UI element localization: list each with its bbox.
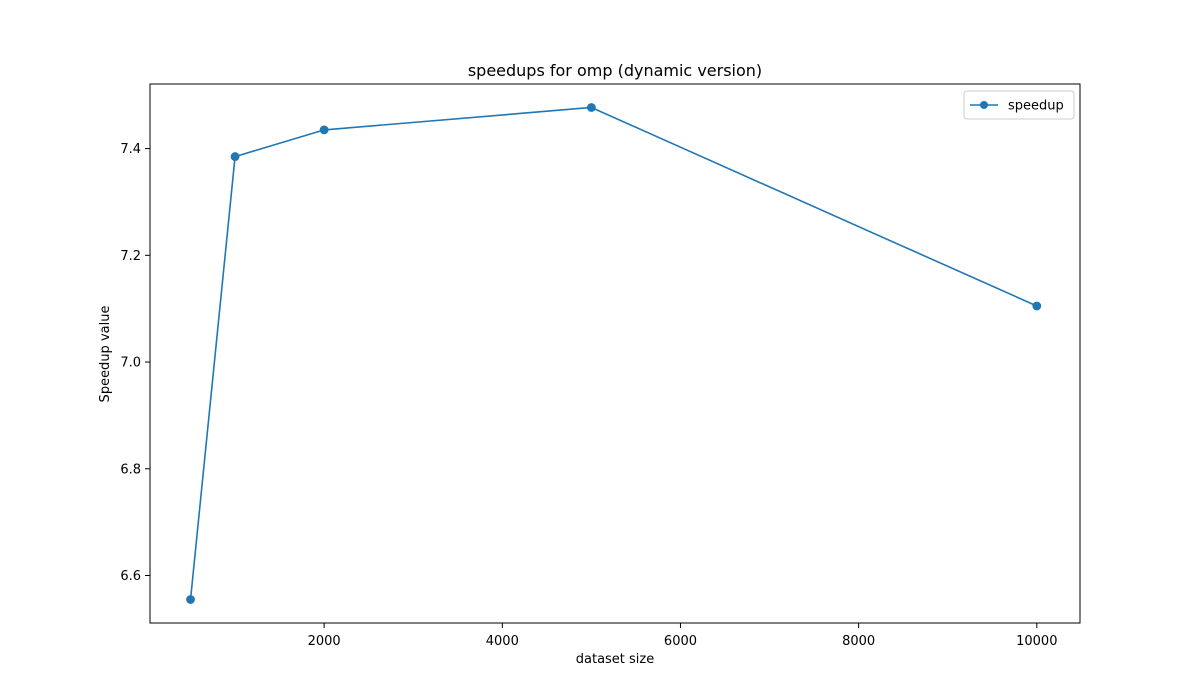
data-point (1032, 301, 1042, 311)
x-tick-label: 4000 (486, 634, 519, 649)
data-point (230, 152, 240, 161)
x-axis-ticks: 2000 4000 6000 8000 10000 (308, 623, 1057, 649)
y-tick-label: 7.2 (120, 249, 141, 264)
x-tick-label: 2000 (308, 634, 341, 649)
data-point (319, 125, 329, 135)
data-point (186, 595, 195, 604)
legend-marker (980, 101, 988, 109)
legend: speedup (963, 90, 1075, 120)
plot-frame (149, 83, 1081, 624)
y-tick-label: 7.4 (120, 142, 141, 157)
y-tick-label: 6.8 (120, 462, 141, 477)
plot-area: 2000 4000 6000 8000 10000 6.6 6.8 7.0 7.2 7.4 (120, 83, 1081, 649)
x-tick-label: 6000 (664, 634, 697, 649)
legend-box (963, 90, 1075, 120)
data-point (586, 103, 596, 112)
x-tick-label: 8000 (842, 634, 875, 649)
y-tick-label: 7.0 (120, 356, 141, 371)
chart-title: speedups for omp (dynamic version) (468, 61, 762, 80)
y-tick-label: 6.6 (120, 569, 141, 584)
y-axis-title: Speedup value (98, 306, 113, 403)
x-tick-label: 10000 (1016, 634, 1057, 649)
y-axis-ticks: 6.6 6.8 7.0 7.2 7.4 (120, 142, 150, 584)
legend-label: speedup (1008, 99, 1064, 114)
x-axis-title: dataset size (576, 652, 655, 667)
series-layer (186, 103, 1042, 604)
